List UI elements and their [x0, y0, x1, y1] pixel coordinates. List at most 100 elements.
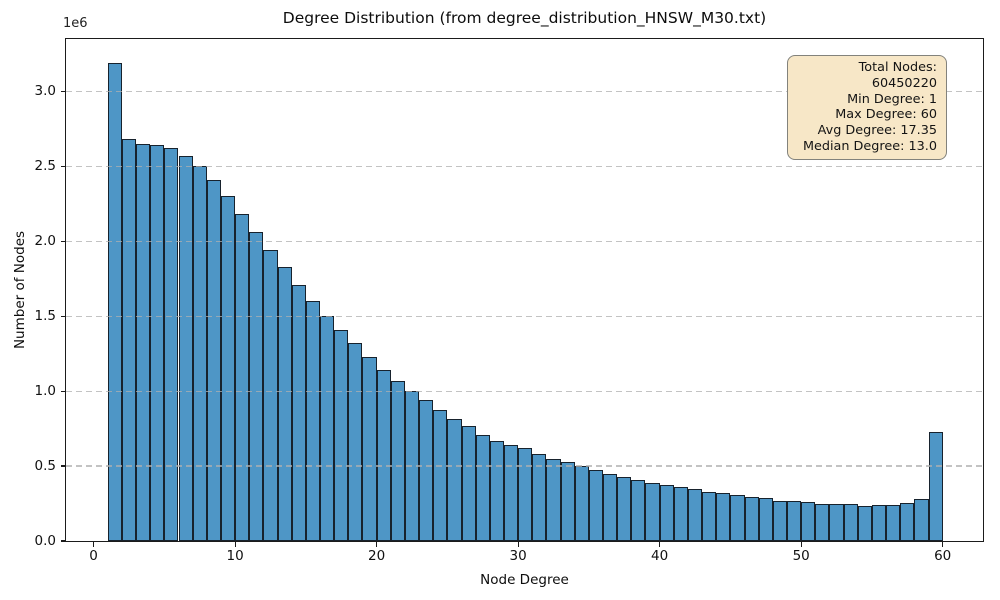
histogram-bar	[673, 487, 688, 541]
gridline	[66, 165, 983, 167]
x-tick-label: 60	[934, 548, 952, 564]
stats-line: Min Degree: 1	[847, 91, 937, 107]
histogram-bar	[730, 495, 745, 541]
x-tick-mark	[376, 542, 378, 547]
y-tick-label: 0.0	[34, 533, 56, 549]
histogram-bar	[843, 504, 858, 541]
x-tick-label: 0	[89, 548, 98, 564]
histogram-bar	[447, 418, 462, 541]
histogram-bar	[928, 431, 943, 541]
histogram-bar	[857, 505, 872, 541]
stats-line: Median Degree: 13.0	[802, 138, 937, 154]
histogram-bar	[758, 497, 773, 541]
histogram-bar	[376, 370, 391, 541]
histogram-bar	[659, 484, 674, 541]
histogram-bar	[787, 501, 802, 541]
histogram-bar	[489, 441, 504, 541]
x-tick-mark	[942, 542, 944, 547]
x-tick-label: 40	[651, 548, 669, 564]
histogram-bar	[164, 148, 179, 541]
histogram-bar	[560, 461, 575, 541]
histogram-bar	[815, 503, 830, 541]
histogram-bar	[645, 482, 660, 541]
histogram-bar	[801, 502, 816, 541]
y-tick-label: 1.0	[34, 383, 56, 400]
y-tick-label: 2.5	[34, 158, 56, 175]
histogram-bar	[518, 448, 533, 541]
histogram-bar	[461, 426, 476, 541]
y-tick-label: 0.5	[34, 458, 56, 475]
histogram-bar	[121, 139, 137, 541]
histogram-bar	[503, 445, 519, 541]
histogram-bar	[263, 250, 278, 541]
x-tick-mark	[517, 542, 519, 547]
gridline	[66, 240, 983, 242]
histogram-bar	[220, 196, 236, 541]
histogram-bar	[206, 179, 221, 541]
histogram-bar	[603, 473, 618, 541]
histogram-bar	[334, 329, 349, 541]
gridline	[66, 390, 983, 392]
y-tick-label: 3.0	[34, 83, 56, 100]
histogram-bar	[914, 499, 929, 541]
histogram-bar	[107, 62, 122, 541]
x-tick-label: 50	[792, 548, 810, 564]
chart-title: Degree Distribution (from degree_distrib…	[282, 9, 767, 27]
histogram-bar	[772, 500, 787, 541]
histogram-bar	[546, 458, 561, 541]
histogram-bar	[390, 380, 405, 541]
histogram-bar	[574, 466, 589, 541]
gridline	[66, 90, 983, 93]
x-tick-mark	[800, 542, 802, 547]
histogram-bar	[150, 145, 165, 541]
x-tick-mark	[234, 542, 236, 547]
stats-line: Max Degree: 60	[835, 107, 937, 123]
histogram-bar	[320, 316, 335, 541]
histogram-bar	[136, 143, 151, 541]
y-tick-label: 2.0	[34, 233, 56, 250]
histogram-bar	[871, 504, 887, 541]
histogram-bar	[588, 469, 604, 541]
y-tick-mark	[61, 390, 65, 392]
gridline	[66, 465, 983, 467]
stats-line: Avg Degree: 17.35	[817, 123, 937, 139]
histogram-bar	[829, 503, 844, 541]
histogram-bar	[702, 491, 717, 541]
histogram-bar	[900, 502, 915, 541]
histogram-bar	[362, 356, 377, 541]
histogram-bar	[716, 493, 731, 541]
stats-box: Total Nodes: 60450220 Min Degree: 1 Max De…	[787, 55, 947, 160]
histogram-bar	[744, 496, 759, 541]
histogram-bar	[617, 476, 632, 541]
histogram-bar	[419, 400, 434, 541]
histogram-bar	[348, 343, 363, 541]
y-tick-mark	[61, 90, 65, 93]
histogram-bar	[277, 266, 292, 541]
y-tick-mark	[61, 315, 65, 317]
histogram-bar	[305, 301, 320, 541]
x-tick-label: 30	[509, 548, 527, 564]
y-tick-label: 1.5	[34, 308, 56, 325]
histogram-bar	[687, 489, 703, 541]
gridline	[66, 315, 983, 317]
y-axis-offset-label: 1e6	[63, 16, 88, 31]
x-tick-mark	[659, 542, 661, 547]
y-tick-mark	[61, 240, 65, 242]
histogram-bar	[532, 454, 547, 541]
x-tick-label: 10	[226, 548, 244, 564]
y-tick-mark	[61, 540, 65, 542]
y-tick-mark	[61, 465, 65, 467]
x-axis-label: Node Degree	[480, 572, 569, 588]
histogram-bar	[249, 232, 264, 541]
x-tick-label: 20	[368, 548, 386, 564]
histogram-bar	[433, 409, 448, 541]
x-tick-mark	[92, 542, 95, 547]
histogram-bar	[631, 479, 646, 541]
histogram-bar	[178, 155, 193, 541]
stats-lines: Total Nodes: 60450220 Min Degree: 1 Max De…	[797, 60, 937, 155]
stats-line: Total Nodes: 60450220	[858, 60, 937, 91]
histogram-bar	[235, 214, 250, 541]
histogram-bar	[475, 434, 490, 541]
histogram-bar	[291, 284, 306, 541]
